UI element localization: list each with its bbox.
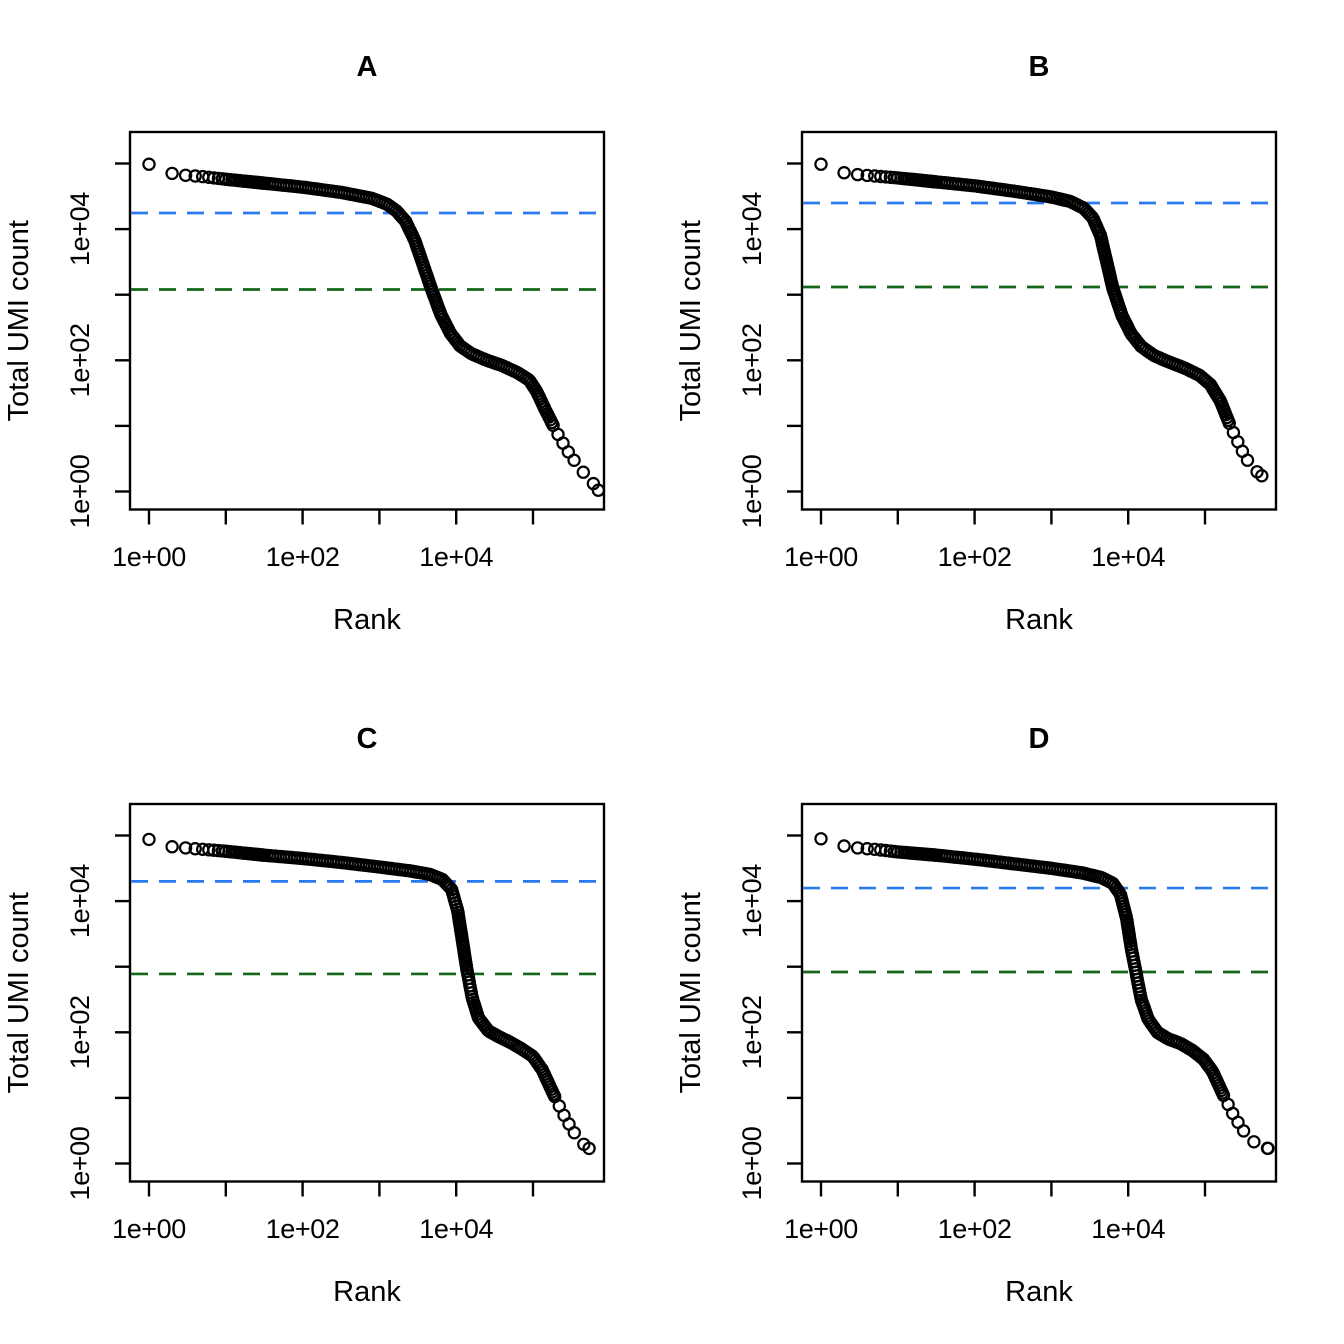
panel-b: B Rank Total UMI count 1e+00 1e+02 1e+04… (672, 0, 1344, 672)
x-tick-label: 1e+04 (1091, 1214, 1165, 1244)
y-axis-label: Total UMI count (3, 892, 35, 1093)
y-tick-label: 1e+02 (65, 323, 95, 397)
x-axis-label: Rank (333, 604, 401, 636)
y-tick-label: 1e+04 (65, 192, 95, 266)
y-tick-label: 1e+04 (65, 864, 95, 938)
barcode-rank-plot-c: C Rank Total UMI count 1e+00 1e+02 1e+04… (3, 723, 606, 1308)
x-tick-label: 1e+02 (266, 542, 340, 572)
x-tick-label: 1e+00 (784, 1214, 858, 1244)
x-tick-label: 1e+00 (784, 542, 858, 572)
panel-title: D (1029, 723, 1050, 755)
x-tick-label: 1e+02 (938, 1214, 1012, 1244)
y-axis-label: Total UMI count (675, 892, 707, 1093)
x-tick-label: 1e+02 (266, 1214, 340, 1244)
panel-d: D Rank Total UMI count 1e+00 1e+02 1e+04… (672, 672, 1344, 1344)
barcode-rank-plot-d: D Rank Total UMI count 1e+00 1e+02 1e+04… (675, 723, 1278, 1308)
y-axis-label: Total UMI count (3, 220, 35, 421)
y-tick-label: 1e+04 (737, 864, 767, 938)
y-tick-label: 1e+02 (737, 995, 767, 1069)
y-tick-label: 1e+02 (65, 995, 95, 1069)
panel-title: B (1029, 51, 1050, 83)
x-tick-label: 1e+00 (112, 542, 186, 572)
x-tick-label: 1e+04 (419, 1214, 493, 1244)
panel-a: A Rank Total UMI count 1e+00 1e+02 1e+04… (0, 0, 672, 672)
panel-title: A (357, 51, 378, 83)
y-tick-label: 1e+00 (737, 455, 767, 529)
y-tick-label: 1e+00 (65, 455, 95, 529)
plot-area (787, 130, 1278, 525)
x-tick-label: 1e+04 (1091, 542, 1165, 572)
x-axis-label: Rank (333, 1276, 401, 1308)
barcode-rank-plot-b: B Rank Total UMI count 1e+00 1e+02 1e+04… (675, 51, 1278, 636)
panel-c: C Rank Total UMI count 1e+00 1e+02 1e+04… (0, 672, 672, 1344)
x-tick-label: 1e+04 (419, 542, 493, 572)
plot-area (115, 130, 606, 525)
y-tick-label: 1e+04 (737, 192, 767, 266)
y-tick-label: 1e+02 (737, 323, 767, 397)
panel-title: C (357, 723, 378, 755)
plot-area (787, 802, 1278, 1197)
y-axis-label: Total UMI count (675, 220, 707, 421)
x-tick-label: 1e+02 (938, 542, 1012, 572)
barcode-rank-plot-a: A Rank Total UMI count 1e+00 1e+02 1e+04… (3, 51, 606, 636)
plot-area (115, 802, 606, 1197)
y-tick-label: 1e+00 (65, 1127, 95, 1201)
x-axis-label: Rank (1005, 604, 1073, 636)
x-axis-label: Rank (1005, 1276, 1073, 1308)
x-tick-label: 1e+00 (112, 1214, 186, 1244)
y-tick-label: 1e+00 (737, 1127, 767, 1201)
